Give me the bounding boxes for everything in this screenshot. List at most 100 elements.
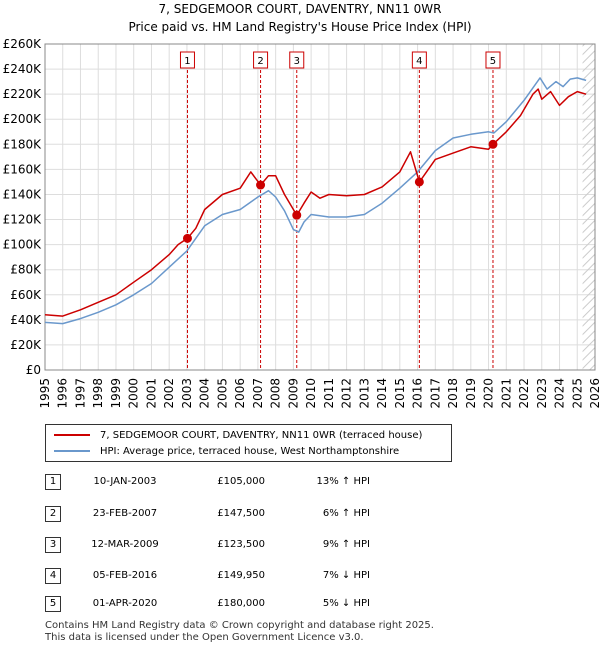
x-tick-label: 1996 [56, 378, 70, 409]
x-tick-label: 1995 [38, 378, 52, 409]
y-tick-label: £0 [26, 363, 41, 377]
sale-marker-box [179, 51, 195, 69]
x-tick-label: 2016 [411, 378, 425, 409]
x-tick-label: 2005 [215, 378, 229, 409]
y-tick-label: £200K [3, 112, 43, 126]
sale-price: £123,500 [217, 539, 265, 550]
chart-subtitle: Price paid vs. HM Land Registry's House … [128, 20, 472, 34]
x-tick-label: 2017 [428, 378, 442, 409]
y-tick-label: £260K [3, 37, 43, 51]
x-tick-label: 1997 [73, 378, 87, 409]
sale-marker-label: 1 [184, 56, 190, 67]
price-chart: £0 £20K £40K £60K £80K £100K £120K £140K £160K £1… [3, 37, 600, 409]
sale-number-badge: 2 [45, 506, 61, 522]
x-tick-label: 2021 [499, 378, 513, 409]
y-tick-label: £40K [10, 313, 42, 327]
y-tick-label: £120K [3, 213, 43, 227]
sale-date: 01-APR-2020 [92, 598, 158, 609]
projection-hatch [582, 44, 595, 370]
x-tick-label: 1998 [91, 378, 105, 409]
x-tick-label: 2000 [127, 378, 141, 409]
x-tick-label: 2018 [446, 378, 460, 409]
sale-point [256, 180, 266, 190]
hpi-line [44, 77, 587, 325]
y-tick-label: £20K [10, 338, 42, 352]
table-row: 1 10-JAN-2003 £105,000 13% ↑ HPI [0, 474, 600, 490]
x-tick-label: 2007 [251, 378, 265, 409]
x-tick-label: 2026 [588, 378, 600, 409]
chart-title: 7, SEDGEMOOR COURT, DAVENTRY, NN11 0WR [158, 2, 442, 16]
footer-copyright: Contains HM Land Registry data © Crown c… [45, 620, 434, 631]
legend-hpi-line [54, 450, 90, 452]
y-tick-label: £160K [3, 162, 43, 176]
x-tick-label: 2020 [482, 378, 496, 409]
sale-hpi-diff: 13% ↑ HPI [316, 476, 370, 487]
sale-date: 05-FEB-2016 [92, 570, 158, 581]
table-row: 4 05-FEB-2016 £149,950 7% ↓ HPI [0, 568, 600, 584]
y-tick-label: £240K [3, 62, 43, 76]
sale-number-badge: 3 [45, 537, 61, 553]
sale-marker-box [485, 51, 501, 69]
y-tick-label: £100K [3, 238, 43, 252]
plot-background [45, 44, 595, 370]
x-tick-label: 2009 [286, 378, 300, 409]
table-row: 3 12-MAR-2009 £123,500 9% ↑ HPI [0, 537, 600, 553]
sale-hpi-diff: 7% ↓ HPI [322, 570, 370, 581]
sale-number-badge: 4 [45, 568, 61, 584]
x-tick-label: 2012 [340, 378, 354, 409]
x-tick-label: 2023 [535, 378, 549, 409]
x-tick-label: 2013 [357, 378, 371, 409]
sale-date: 10-JAN-2003 [93, 476, 157, 487]
x-tick-label: 2004 [198, 378, 212, 409]
y-tick-label: £220K [3, 87, 43, 101]
sale-number-badge: 5 [45, 596, 61, 612]
sale-point [292, 210, 302, 220]
y-tick-label: £180K [3, 137, 43, 151]
x-tick-label: 2011 [322, 378, 336, 409]
x-tick-label: 2002 [162, 378, 176, 409]
sale-point [488, 139, 498, 149]
price-paid-line [44, 88, 587, 317]
sale-marker-label: 4 [416, 56, 422, 67]
sale-hpi-diff: 9% ↑ HPI [322, 539, 370, 550]
x-tick-label: 2022 [517, 378, 531, 409]
x-tick-label: 2024 [553, 378, 567, 409]
x-tick-label: 2001 [144, 378, 158, 409]
table-row: 2 23-FEB-2007 £147,500 6% ↑ HPI [0, 506, 600, 522]
x-tick-label: 2003 [180, 378, 194, 409]
plot-frame [44, 43, 596, 371]
sale-marker-label: 3 [294, 56, 300, 67]
chart-legend: 7, SEDGEMOOR COURT, DAVENTRY, NN11 0WR (… [45, 424, 452, 462]
legend-price-line [54, 434, 90, 436]
x-tick-label: 2014 [375, 378, 389, 409]
sale-marker-box [289, 51, 305, 69]
sale-marker-label: 5 [490, 56, 496, 67]
x-tick-label: 2006 [233, 378, 247, 409]
footer-license: This data is licensed under the Open Gov… [45, 632, 364, 643]
sale-number-badge: 1 [45, 474, 61, 490]
x-tick-label: 2010 [304, 378, 318, 409]
sale-price: £180,000 [217, 598, 265, 609]
x-tick-label: 2015 [393, 378, 407, 409]
sale-hpi-diff: 5% ↓ HPI [322, 598, 370, 609]
legend-price-label: 7, SEDGEMOOR COURT, DAVENTRY, NN11 0WR (… [100, 429, 423, 441]
table-row: 5 01-APR-2020 £180,000 5% ↓ HPI [0, 596, 600, 612]
sale-marker-box [253, 51, 269, 69]
sale-marker-label: 2 [257, 56, 263, 67]
legend-hpi-label: HPI: Average price, terraced house, West… [100, 445, 400, 457]
sale-marker-box [411, 51, 427, 69]
y-tick-label: £80K [10, 263, 42, 277]
sale-date: 23-FEB-2007 [92, 508, 158, 519]
sale-date: 12-MAR-2009 [91, 539, 159, 550]
y-tick-label: £60K [10, 288, 42, 302]
y-tick-label: £140K [3, 187, 43, 201]
sale-price: £147,500 [217, 508, 265, 519]
sale-price: £105,000 [217, 476, 265, 487]
x-tick-label: 2008 [269, 378, 283, 409]
sale-price: £149,950 [217, 570, 265, 581]
sale-hpi-diff: 6% ↑ HPI [322, 508, 370, 519]
sale-point [182, 233, 192, 243]
x-tick-label: 1999 [109, 378, 123, 409]
x-tick-label: 2019 [464, 378, 478, 409]
x-tick-label: 2025 [570, 378, 584, 409]
